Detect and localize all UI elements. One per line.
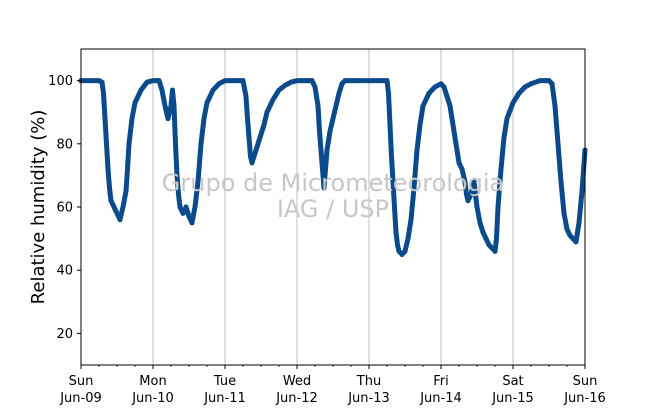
x-axis: Sun Jun-09 Mon Jun-10 Tue Jun-11 Wed Jun-12 Thu J… — [59, 365, 606, 406]
x-tick-day: Wed — [283, 374, 311, 389]
x-tick-date: Jun-14 — [419, 391, 462, 406]
x-tick-date: Jun-11 — [203, 391, 246, 406]
x-tick-day: Fri — [433, 374, 449, 389]
watermark-line-1: Grupo de Micrometeorologia — [162, 169, 504, 197]
x-tick-date: Jun-15 — [491, 391, 534, 406]
x-tick-day: Sat — [502, 374, 523, 389]
y-axis: 20 40 60 80 100 — [48, 74, 81, 342]
y-tick-label: 60 — [56, 201, 73, 216]
x-tick-day: Tue — [213, 374, 236, 389]
y-tick-label: 40 — [56, 264, 73, 279]
x-tick-date: Jun-10 — [131, 391, 174, 406]
x-tick-date: Jun-16 — [563, 391, 606, 406]
x-tick-date: Jun-13 — [347, 391, 390, 406]
x-tick-day: Sun — [69, 374, 94, 389]
x-tick-day: Mon — [139, 374, 166, 389]
x-tick-date: Jun-09 — [59, 391, 102, 406]
x-tick-day: Thu — [356, 374, 381, 389]
y-tick-label: 20 — [56, 327, 73, 342]
y-tick-label: 80 — [56, 137, 73, 152]
y-axis-label: Relative humidity (%) — [28, 110, 49, 305]
data-points — [78, 78, 588, 257]
y-tick-label: 100 — [48, 74, 73, 89]
x-tick-day: Sun — [573, 374, 598, 389]
watermark-line-2: IAG / USP — [277, 195, 389, 223]
x-tick-date: Jun-12 — [275, 391, 318, 406]
